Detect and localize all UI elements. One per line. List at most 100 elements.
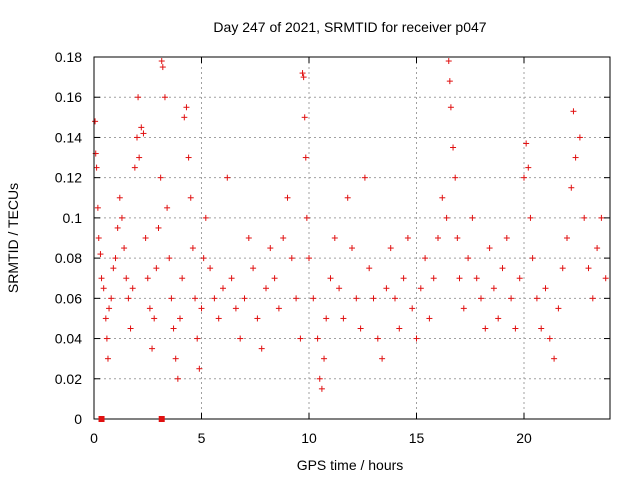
data-point [200, 255, 207, 262]
data-point [196, 365, 203, 372]
data-point [598, 214, 605, 221]
data-point [349, 245, 355, 252]
data-point [426, 315, 433, 322]
y-axis-label: SRMTID / TECUs [5, 183, 21, 293]
data-point [185, 154, 192, 161]
data-point [93, 164, 100, 171]
data-point [533, 295, 540, 302]
data-point [258, 345, 265, 352]
data-point [280, 235, 287, 241]
data-point [379, 355, 386, 362]
data-point [127, 325, 134, 332]
y-tick-label: 0.08 [55, 250, 82, 266]
data-point [183, 104, 190, 111]
baseline-mark [158, 416, 165, 422]
data-point [129, 285, 136, 292]
data-point [151, 315, 158, 322]
data-point [177, 315, 183, 322]
data-point [232, 305, 239, 312]
data-point [302, 154, 309, 161]
data-point [146, 305, 153, 312]
data-point [473, 275, 480, 282]
data-point [570, 108, 577, 115]
data-point [409, 305, 416, 312]
data-point [340, 315, 347, 322]
data-point [478, 295, 484, 302]
data-point [198, 305, 205, 312]
data-point [288, 255, 295, 262]
data-point [97, 251, 104, 258]
data-point [404, 235, 411, 241]
data-point [512, 325, 519, 332]
data-point [215, 315, 222, 322]
data-point [135, 94, 142, 101]
data-point [207, 265, 214, 272]
data-point [538, 325, 545, 332]
data-point [344, 194, 351, 201]
data-point [237, 335, 244, 342]
data-point [241, 295, 248, 302]
data-point [263, 285, 269, 292]
data-point [370, 295, 377, 302]
data-point [301, 114, 308, 121]
y-tick-label: 0 [74, 411, 82, 427]
data-point [192, 295, 199, 302]
data-point [469, 214, 476, 221]
y-tick-label: 0.02 [55, 371, 82, 387]
data-point [516, 275, 523, 282]
data-point [576, 134, 583, 141]
data-point [568, 184, 575, 191]
data-point [392, 295, 398, 302]
data-point [153, 265, 160, 272]
data-point [490, 285, 497, 292]
data-point [134, 134, 140, 141]
data-point [430, 275, 437, 282]
data-point [94, 204, 101, 211]
data-point [602, 275, 609, 282]
data-point [521, 174, 527, 181]
data-point [499, 265, 506, 272]
data-point [446, 78, 453, 85]
x-axis-label: GPS time / hours [297, 457, 404, 473]
data-point [166, 255, 173, 262]
data-point [158, 58, 165, 65]
y-tick-label: 0.12 [55, 170, 82, 186]
data-point [187, 194, 194, 201]
x-tick-label: 10 [301, 430, 317, 446]
data-point [445, 58, 452, 65]
data-point [361, 174, 368, 181]
data-point [121, 245, 128, 252]
data-point [293, 295, 300, 302]
data-point [555, 305, 562, 312]
data-point [585, 265, 592, 272]
data-point [194, 335, 201, 342]
data-point [465, 255, 472, 262]
data-point [452, 174, 459, 181]
data-point [383, 285, 390, 292]
data-point [267, 245, 274, 252]
data-point [551, 355, 558, 362]
y-tick-label: 0.1 [63, 210, 83, 226]
y-tick-label: 0.04 [55, 331, 82, 347]
data-point [102, 315, 109, 322]
data-point [413, 335, 420, 342]
data-point [228, 275, 235, 282]
data-point [456, 275, 463, 282]
data-point [303, 214, 310, 221]
data-point [564, 235, 570, 241]
data-point [211, 295, 218, 302]
data-point [366, 265, 373, 272]
x-tick-label: 0 [90, 430, 98, 446]
data-point [168, 295, 175, 302]
axis-ticks [93, 56, 610, 420]
data-point [271, 275, 278, 282]
data-point [336, 285, 343, 292]
data-point [106, 305, 113, 312]
data-point [118, 214, 125, 221]
data-point [581, 214, 588, 221]
data-point [98, 275, 105, 282]
data-point [275, 305, 282, 312]
data-point [454, 235, 461, 241]
